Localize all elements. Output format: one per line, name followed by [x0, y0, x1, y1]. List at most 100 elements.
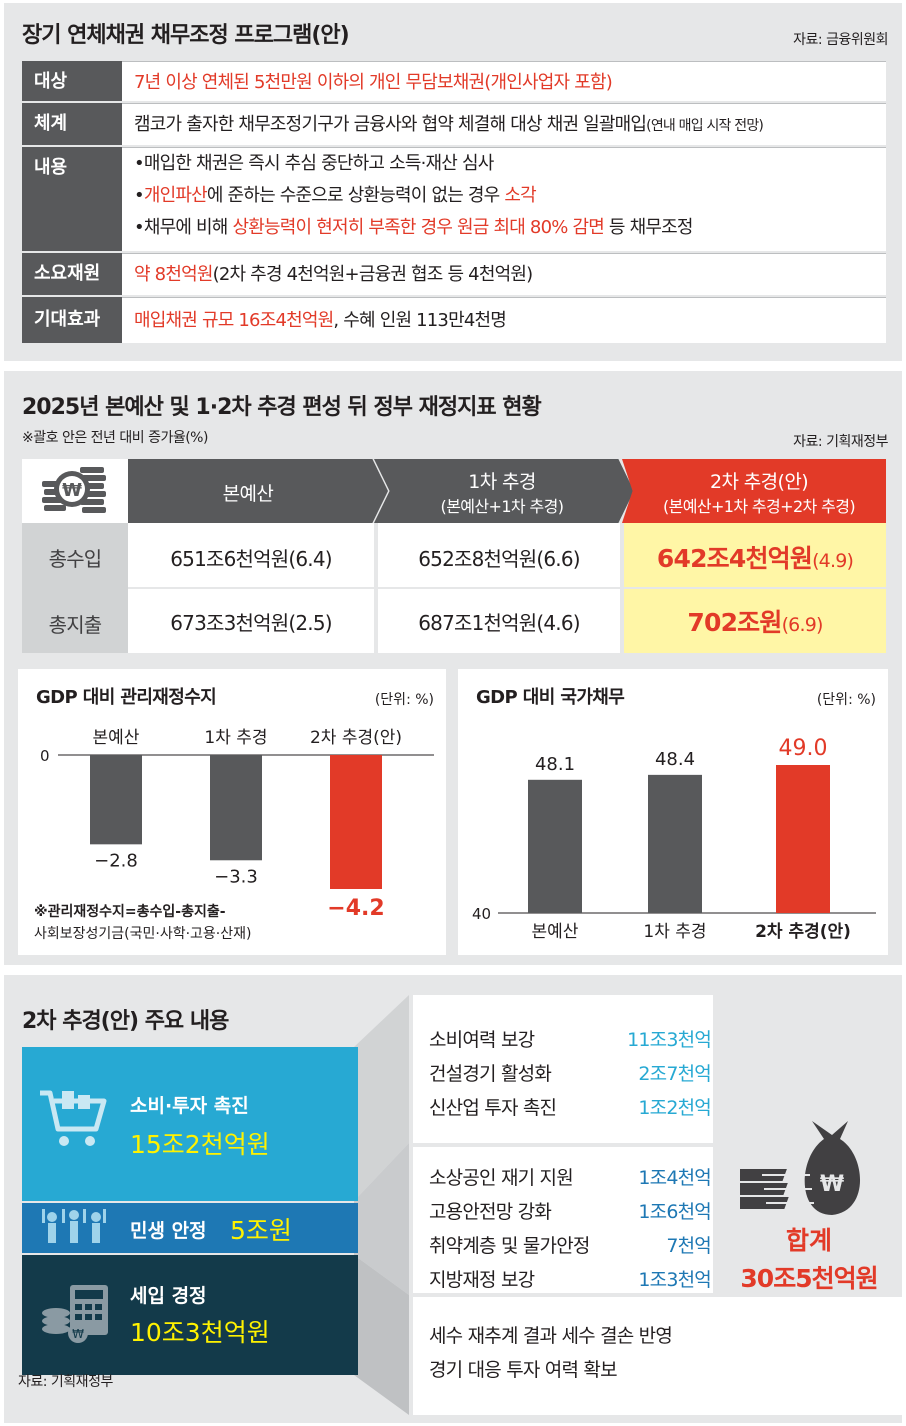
consumption-name: 소비·투자 촉진	[130, 1095, 249, 1117]
debt-program-panel: 장기 연체채권 채무조정 프로그램(안) 자료: 금융위원회 대상 7년 이상 …	[4, 3, 902, 361]
shopping-cart-icon	[38, 1087, 108, 1155]
detail-row: 소비여력 보강 11조3천억	[429, 1029, 712, 1051]
debt-chart-svg: 40 48.1 본예산 48.4 1차 추경 49.0 2차 추경(안)	[472, 736, 876, 942]
content-bullet-2: •개인파산에 준하는 수준으로 상환능력이 없는 경우 소각	[134, 185, 537, 206]
coin-stack-icon: ₩	[22, 459, 128, 523]
header-second-sub: (본예산+1차 추경+2차 추경)	[662, 497, 856, 516]
svg-text:₩: ₩	[62, 480, 82, 501]
revenue-revision-amount: 10조3천억원	[130, 1318, 270, 1347]
row-divider	[128, 587, 886, 589]
system-text: 캠코가 출자한 채무조정기구가 금융사와 협약 체결해 대상 채권 일괄매입	[134, 114, 647, 135]
content-bullet-3: •채무에 비해 상환능력이 현저히 부족한 경우 원금 최대 80% 감면 등 …	[134, 217, 693, 238]
debt-chart-unit: (단위: %)	[816, 692, 876, 708]
balance-chart-box: GDP 대비 관리재정수지 (단위: %) 0 본예산 −2.8 1차 추경 −3.3 2…	[18, 669, 446, 955]
balance-chart-title: GDP 대비 관리재정수지	[36, 687, 217, 708]
total-amount: 30조5천억원	[740, 1264, 878, 1293]
bar-2	[330, 755, 382, 889]
fiscal-title: 2025년 본예산 및 1·2차 추경 편성 뒤 정부 재정지표 현황	[22, 395, 542, 420]
row-effect: 기대효과 매입채권 규모 16조4천억원, 수혜 인원 113만4천명	[22, 297, 886, 343]
livelihood-amount: 5조원	[230, 1216, 292, 1245]
expenditure-first: 687조1천억원(4.6)	[418, 611, 580, 635]
debt-chart-title: GDP 대비 국가채무	[476, 687, 625, 708]
bar-1	[648, 774, 702, 913]
row-value: 약 8천억원(2차 추경 4천억원+금융권 협조 등 4천억원)	[122, 253, 886, 295]
revenue-revision-name: 세입 경정	[130, 1285, 207, 1307]
bar-2	[776, 765, 830, 913]
header-first-sub: (본예산+1차 추경)	[440, 497, 564, 516]
revenue-label: 총수입	[48, 547, 103, 571]
consumption-block: 소비·투자 촉진 15조2천억원	[22, 1047, 358, 1201]
header-first: 1차 추경	[468, 471, 536, 493]
row-content: 내용 •매입한 채권은 즉시 추심 중단하고 소득·재산 심사 •개인파산에 준…	[22, 147, 886, 251]
debt-program-source: 자료: 금융위원회	[793, 32, 888, 48]
money-bag-icon: ₩	[720, 1111, 870, 1225]
header-base-bg	[128, 459, 388, 523]
supplementary-source: 자료: 기획재정부	[18, 1374, 113, 1390]
connector-shapes	[354, 995, 409, 1415]
total-label: 합계	[785, 1226, 832, 1255]
calculator-coins-icon: ₩	[40, 1283, 112, 1349]
fiscal-note: ※괄호 안은 전년 대비 증가율(%)	[22, 430, 208, 446]
value-label-0: 48.1	[535, 754, 575, 775]
detail-row: 신산업 투자 촉진 1조2천억	[429, 1097, 712, 1119]
expenditure-base: 673조3천억원(2.5)	[170, 611, 332, 635]
revenue-second: 642조4천억원(4.9)	[656, 544, 854, 573]
detail-row: 지방재정 보강 1조3천억	[429, 1269, 712, 1291]
category-label-1: 1차 추경	[643, 922, 706, 942]
category-label-2: 2차 추경(안)	[755, 922, 851, 942]
value-label-0: −2.8	[94, 850, 138, 871]
detail-row: 소상공인 재기 지원 1조4천억	[429, 1167, 712, 1189]
row-value: 매입채권 규모 16조4천억원, 수혜 인원 113만4천명	[122, 297, 886, 343]
svg-text:₩: ₩	[72, 1327, 84, 1341]
row-label-bg	[22, 523, 128, 653]
expenditure-second: 702조원(6.9)	[687, 608, 823, 637]
zero-tick-label: 0	[40, 747, 50, 765]
revenue-base: 651조6천억원(6.4)	[170, 547, 332, 571]
category-label-2: 2차 추경(안)	[310, 728, 402, 748]
baseline-tick-label: 40	[472, 905, 491, 923]
row-label: 기대효과	[22, 297, 122, 343]
people-cheering-icon	[42, 1207, 106, 1253]
detail-row: 취약계층 및 물가안정 7천억	[429, 1235, 712, 1257]
category-label-0: 본예산	[93, 728, 140, 748]
bar-0	[90, 755, 142, 845]
revenue-detail-box: 세수 재추계 결과 세수 결손 반영 경기 대응 투자 여력 확보	[413, 1297, 902, 1415]
row-value: 캠코가 출자한 채무조정기구가 금융사와 협약 체결해 대상 채권 일괄매입(연…	[122, 103, 886, 145]
row-funding: 소요재원 약 8천억원(2차 추경 4천억원+금융권 협조 등 4천억원)	[22, 253, 886, 295]
revenue-detail-2: 경기 대응 투자 여력 확보	[429, 1359, 618, 1381]
row-label: 대상	[22, 61, 122, 101]
revenue-revision-block: ₩ 세입 경정 10조3천억원	[22, 1255, 358, 1375]
balance-chart-unit: (단위: %)	[374, 692, 434, 708]
balance-chart-svg: 0 본예산 −2.8 1차 추경 −3.3 2차 추경(안) −4.2	[40, 728, 434, 921]
livelihood-name: 민생 안정	[130, 1220, 207, 1242]
row-label: 내용	[22, 147, 122, 251]
revenue-detail-1: 세수 재추계 결과 세수 결손 반영	[429, 1325, 673, 1347]
debt-chart-box: GDP 대비 국가채무 (단위: %) 40 48.1 본예산 48.4 1차 추경 49…	[458, 669, 888, 955]
fiscal-table: ₩ 본예산 1차 추경 (본예산+1차 추경) 2차 추경(안) (본예산+1차…	[22, 459, 886, 653]
consumption-detail-box: 소비여력 보강 11조3천억 건설경기 활성화 2조7천억 신산업 투자 촉진 1조2…	[413, 995, 713, 1143]
balance-chart-note-1: ※관리재정수지=총수입-총지출-	[34, 904, 226, 920]
revenue-first: 652조8천억원(6.6)	[418, 547, 580, 571]
category-label-0: 본예산	[532, 922, 579, 942]
bar-1	[210, 755, 262, 861]
detail-row: 고용안전망 강화 1조6천억	[429, 1201, 712, 1223]
content-bullet-1: •매입한 채권은 즉시 추심 중단하고 소득·재산 심사	[134, 153, 494, 174]
fiscal-panel: 2025년 본예산 및 1·2차 추경 편성 뒤 정부 재정지표 현황 ※괄호 …	[4, 371, 902, 965]
livelihood-detail-box: 소상공인 재기 지원 1조4천억 고용안전망 강화 1조6천억 취약계층 및 물가안…	[413, 1147, 713, 1293]
row-value: •매입한 채권은 즉시 추심 중단하고 소득·재산 심사 •개인파산에 준하는 …	[122, 147, 886, 251]
header-second: 2차 추경(안)	[709, 471, 809, 493]
fiscal-source: 자료: 기획재정부	[793, 434, 888, 450]
livelihood-block: 민생 안정 5조원	[22, 1203, 358, 1253]
supplementary-panel: 2차 추경(안) 주요 내용 소비·투자 촉진 15조2천억원	[4, 975, 902, 1423]
row-system: 체계 캠코가 출자한 채무조정기구가 금융사와 협약 체결해 대상 채권 일괄매…	[22, 103, 886, 145]
balance-chart-note-2: 사회보장성기금(국민·사학·고용·산재)	[34, 926, 252, 942]
row-label: 체계	[22, 103, 122, 145]
system-note: (연내 매입 시작 전망)	[646, 118, 764, 134]
value-label-1: 48.4	[655, 749, 695, 770]
bar-0	[528, 779, 582, 913]
svg-text:₩: ₩	[820, 1172, 844, 1197]
detail-row: 건설경기 활성화 2조7천억	[429, 1063, 712, 1085]
row-target: 대상 7년 이상 연체된 5천만원 이하의 개인 무담보채권(개인사업자 포함)	[22, 61, 886, 101]
debt-program-title: 장기 연체채권 채무조정 프로그램(안)	[22, 23, 350, 48]
value-label-2: 49.0	[779, 736, 828, 761]
